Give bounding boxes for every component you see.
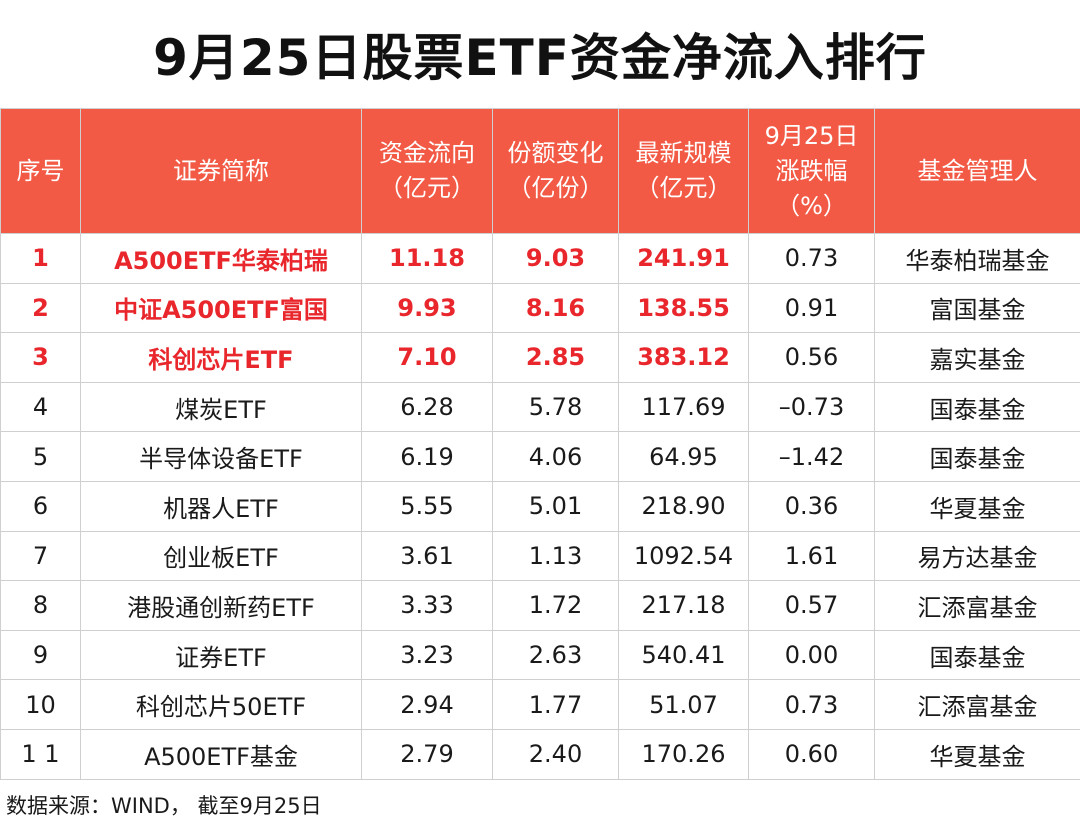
cell-latest-scale: 217.18 (618, 580, 749, 631)
cell-price-change: 0.36 (748, 480, 875, 532)
cell-price-change: 0.91 (748, 282, 875, 334)
cell-fund-manager: 华夏基金 (874, 728, 1080, 780)
table-row: 5 半导体设备ETF 6.19 4.06 64.95 –1.42 国泰基金 (0, 431, 1080, 482)
cell-share-change: 1.72 (492, 580, 619, 631)
cell-fund-manager: 易方达基金 (874, 530, 1080, 582)
cell-price-change: 0.57 (748, 580, 875, 631)
cell-fund-manager: 华泰柏瑞基金 (874, 233, 1080, 284)
cell-latest-scale: 218.90 (618, 480, 749, 532)
header-share-change: 份额变化 （亿份） (492, 108, 619, 234)
cell-security-name: 创业板ETF (80, 530, 362, 582)
cell-fund-flow: 7.10 (361, 332, 493, 383)
cell-latest-scale: 138.55 (618, 282, 749, 334)
cell-latest-scale: 540.41 (618, 629, 749, 681)
cell-rank: 1 1 (0, 728, 81, 780)
header-fund-flow: 资金流向 （亿元） (361, 108, 493, 234)
cell-security-name: 半导体设备ETF (80, 431, 362, 482)
cell-rank: 1 (0, 233, 81, 284)
cell-rank: 8 (0, 580, 81, 631)
cell-fund-manager: 国泰基金 (874, 629, 1080, 681)
cell-latest-scale: 1092.54 (618, 530, 749, 582)
cell-fund-manager: 华夏基金 (874, 480, 1080, 532)
table-header-row: 序号 证券简称 资金流向 （亿元） 份额变化 （亿份） 最新规模 （亿元） 9月… (0, 108, 1080, 234)
cell-rank: 10 (0, 679, 81, 730)
cell-latest-scale: 170.26 (618, 728, 749, 780)
cell-rank: 7 (0, 530, 81, 582)
cell-rank: 9 (0, 629, 81, 681)
cell-fund-flow: 3.33 (361, 580, 493, 631)
data-source-note: 数据来源：WIND， 截至9月25日 (6, 794, 322, 818)
cell-fund-manager: 汇添富基金 (874, 679, 1080, 730)
cell-security-name: 机器人ETF (80, 480, 362, 532)
cell-latest-scale: 64.95 (618, 431, 749, 482)
table-row: 1 A500ETF华泰柏瑞 11.18 9.03 241.91 0.73 华泰柏… (0, 233, 1080, 284)
cell-price-change: 0.73 (748, 679, 875, 730)
cell-fund-flow: 6.28 (361, 381, 493, 433)
cell-share-change: 4.06 (492, 431, 619, 482)
page-title: 9月25日股票ETF资金净流入排行 (153, 29, 927, 87)
cell-share-change: 9.03 (492, 233, 619, 284)
cell-latest-scale: 51.07 (618, 679, 749, 730)
cell-security-name: A500ETF华泰柏瑞 (80, 233, 362, 284)
header-price-change: 9月25日 涨跌幅 （%） (748, 108, 875, 234)
cell-fund-flow: 5.55 (361, 480, 493, 532)
cell-security-name: 港股通创新药ETF (80, 580, 362, 631)
cell-fund-flow: 2.94 (361, 679, 493, 730)
cell-fund-flow: 3.61 (361, 530, 493, 582)
cell-share-change: 5.01 (492, 480, 619, 532)
etf-ranking-table: 序号 证券简称 资金流向 （亿元） 份额变化 （亿份） 最新规模 （亿元） 9月… (0, 108, 1080, 780)
cell-share-change: 1.13 (492, 530, 619, 582)
cell-rank: 6 (0, 480, 81, 532)
cell-share-change: 8.16 (492, 282, 619, 334)
table-row: 3 科创芯片ETF 7.10 2.85 383.12 0.56 嘉实基金 (0, 332, 1080, 383)
cell-fund-manager: 国泰基金 (874, 431, 1080, 482)
table-row: 7 创业板ETF 3.61 1.13 1092.54 1.61 易方达基金 (0, 530, 1080, 582)
cell-share-change: 5.78 (492, 381, 619, 433)
cell-rank: 4 (0, 381, 81, 433)
cell-price-change: –1.42 (748, 431, 875, 482)
header-fund-manager: 基金管理人 (874, 108, 1080, 234)
cell-latest-scale: 117.69 (618, 381, 749, 433)
header-security-name: 证券简称 (80, 108, 362, 234)
cell-fund-manager: 富国基金 (874, 282, 1080, 334)
cell-security-name: 科创芯片ETF (80, 332, 362, 383)
cell-security-name: 科创芯片50ETF (80, 679, 362, 730)
table-row: 9 证券ETF 3.23 2.63 540.41 0.00 国泰基金 (0, 629, 1080, 681)
table-row: 2 中证A500ETF富国 9.93 8.16 138.55 0.91 富国基金 (0, 282, 1080, 334)
cell-latest-scale: 241.91 (618, 233, 749, 284)
header-rank: 序号 (0, 108, 81, 234)
cell-price-change: –0.73 (748, 381, 875, 433)
cell-price-change: 0.60 (748, 728, 875, 780)
cell-price-change: 1.61 (748, 530, 875, 582)
header-latest-scale: 最新规模 （亿元） (618, 108, 749, 234)
cell-share-change: 1.77 (492, 679, 619, 730)
cell-price-change: 0.73 (748, 233, 875, 284)
cell-security-name: 证券ETF (80, 629, 362, 681)
cell-rank: 3 (0, 332, 81, 383)
table-row: 6 机器人ETF 5.55 5.01 218.90 0.36 华夏基金 (0, 480, 1080, 532)
cell-share-change: 2.63 (492, 629, 619, 681)
cell-share-change: 2.40 (492, 728, 619, 780)
cell-fund-flow: 9.93 (361, 282, 493, 334)
cell-fund-manager: 国泰基金 (874, 381, 1080, 433)
cell-share-change: 2.85 (492, 332, 619, 383)
cell-rank: 2 (0, 282, 81, 334)
cell-price-change: 0.56 (748, 332, 875, 383)
cell-security-name: A500ETF基金 (80, 728, 362, 780)
table-row: 4 煤炭ETF 6.28 5.78 117.69 –0.73 国泰基金 (0, 381, 1080, 433)
cell-security-name: 煤炭ETF (80, 381, 362, 433)
table-row: 10 科创芯片50ETF 2.94 1.77 51.07 0.73 汇添富基金 (0, 679, 1080, 730)
cell-latest-scale: 383.12 (618, 332, 749, 383)
cell-security-name: 中证A500ETF富国 (80, 282, 362, 334)
cell-price-change: 0.00 (748, 629, 875, 681)
cell-rank: 5 (0, 431, 81, 482)
table-row: 8 港股通创新药ETF 3.33 1.72 217.18 0.57 汇添富基金 (0, 580, 1080, 631)
cell-fund-flow: 3.23 (361, 629, 493, 681)
cell-fund-manager: 汇添富基金 (874, 580, 1080, 631)
cell-fund-flow: 11.18 (361, 233, 493, 284)
cell-fund-flow: 6.19 (361, 431, 493, 482)
cell-fund-manager: 嘉实基金 (874, 332, 1080, 383)
table-row: 1 1 A500ETF基金 2.79 2.40 170.26 0.60 华夏基金 (0, 728, 1080, 780)
cell-fund-flow: 2.79 (361, 728, 493, 780)
